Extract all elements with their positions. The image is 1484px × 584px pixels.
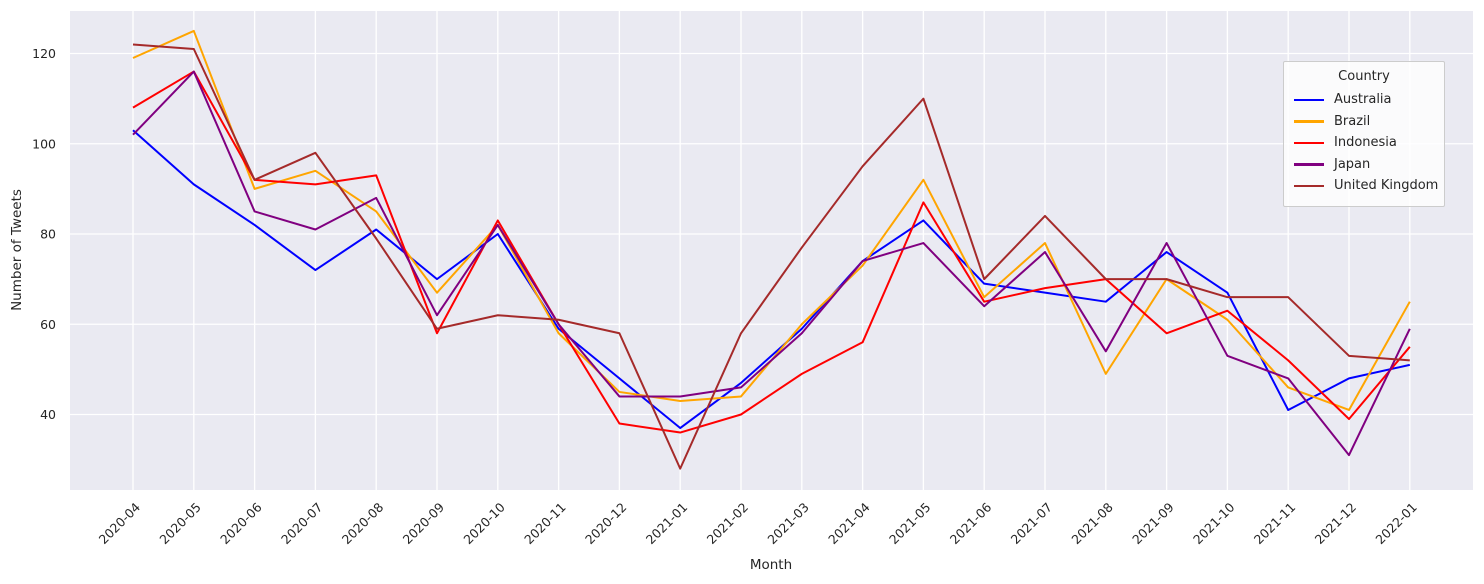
- y-tick-label: 120: [32, 46, 56, 61]
- x-tick-label: 2021-07: [1008, 500, 1056, 548]
- x-tick-label: 2020-12: [582, 500, 630, 548]
- x-tick-label: 2020-09: [400, 499, 448, 547]
- x-tick-label: 2022-01: [1372, 500, 1420, 548]
- legend-label: Japan: [1334, 156, 1371, 172]
- series-line-indonesia: [132, 70, 1411, 434]
- x-tick-label: 2021-03: [764, 500, 812, 548]
- series-line-united-kingdom: [132, 43, 1410, 470]
- x-tick-label: 2020-08: [339, 499, 387, 547]
- legend-swatch: [1294, 141, 1324, 144]
- x-tick-label: 2021-06: [947, 499, 995, 547]
- legend-item-brazil: Brazil: [1294, 111, 1434, 133]
- x-tick-label: 2021-08: [1068, 499, 1116, 547]
- x-tick-label: 2021-05: [886, 500, 934, 548]
- x-tick-label: 2020-04: [96, 499, 144, 547]
- x-tick-label: 2020-06: [217, 499, 265, 547]
- x-tick-label: 2020-07: [278, 500, 326, 548]
- y-tick-label: 80: [40, 227, 56, 242]
- legend-swatch: [1294, 184, 1324, 187]
- x-axis-label: Month: [749, 557, 793, 573]
- x-tick-label: 2021-02: [704, 500, 752, 548]
- y-tick-label: 60: [40, 317, 56, 332]
- legend-label: United Kingdom: [1334, 178, 1439, 194]
- legend-items: Australia Brazil Indonesia Japan United King…: [1294, 89, 1438, 197]
- legend-item-united-kingdom: United Kingdom: [1294, 175, 1438, 197]
- legend-item-japan: Japan: [1294, 154, 1434, 176]
- x-tick-label: 2021-11: [1251, 500, 1299, 548]
- legend-label: Brazil: [1334, 113, 1371, 129]
- legend-swatch: [1294, 98, 1324, 101]
- x-tick-label: 2021-09: [1129, 499, 1177, 547]
- x-tick-label: 2020-10: [460, 499, 508, 547]
- legend-item-indonesia: Indonesia: [1294, 132, 1434, 154]
- y-axis-label: Number of Tweets: [9, 189, 25, 311]
- legend-item-australia: Australia: [1294, 89, 1434, 111]
- plot-area: [70, 11, 1473, 490]
- legend-label: Indonesia: [1334, 135, 1397, 151]
- legend-label: Australia: [1334, 92, 1392, 108]
- series-line-australia: [132, 129, 1411, 430]
- series-line-japan: [132, 70, 1411, 457]
- legend-swatch: [1294, 163, 1324, 166]
- legend-title: Country: [1338, 69, 1390, 84]
- x-tick-label: 2020-05: [156, 500, 204, 548]
- x-tick-label: 2021-12: [1312, 500, 1360, 548]
- legend: Country Australia Brazil Indonesia Japan Uni…: [1283, 61, 1445, 207]
- x-tick-label: 2021-01: [643, 500, 691, 548]
- legend-swatch: [1294, 120, 1324, 123]
- x-tick-label: 2020-11: [521, 500, 569, 548]
- x-tick-label: 2021-04: [825, 499, 873, 547]
- x-tick-label: 2021-10: [1190, 499, 1238, 547]
- y-tick-label: 100: [32, 136, 56, 151]
- y-tick-label: 40: [40, 407, 56, 422]
